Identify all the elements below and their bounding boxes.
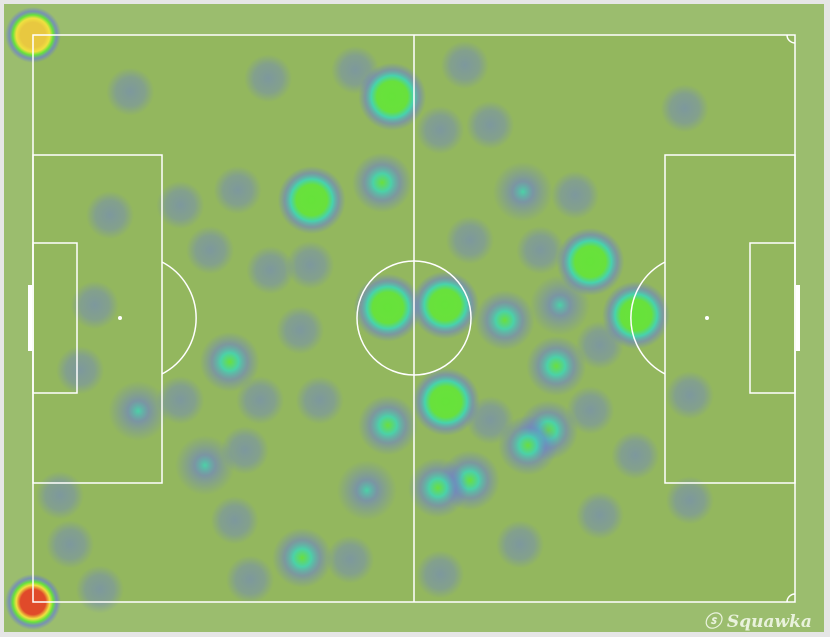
heat-point (244, 54, 293, 103)
left-goal (28, 285, 32, 351)
right-penalty-spot (705, 316, 709, 320)
heat-point (295, 376, 344, 425)
heat-point (660, 84, 709, 133)
heat-point (407, 457, 468, 518)
heat-point (474, 290, 535, 351)
heat-point (602, 281, 671, 350)
heat-point (56, 346, 105, 395)
heat-point (358, 62, 427, 131)
heat-point (85, 191, 134, 240)
heat-point (236, 376, 285, 425)
right-goal (796, 285, 800, 351)
heat-point (566, 386, 615, 435)
heat-point (665, 371, 714, 420)
heat-point (75, 565, 124, 614)
right-penalty-arc (630, 261, 666, 375)
heat-point (357, 395, 418, 456)
pitch-lines (32, 34, 796, 603)
heat-point (497, 415, 558, 476)
logo-text: Squawka (726, 612, 812, 632)
heat-point (416, 106, 465, 155)
pitch-heatmap (4, 4, 824, 632)
heat-point (225, 555, 274, 604)
heat-point (556, 227, 625, 296)
center-circle (356, 260, 472, 376)
heat-point (106, 67, 155, 116)
heat-point (246, 246, 295, 295)
heat-point (199, 331, 260, 392)
heat-point (611, 431, 660, 480)
heat-point (516, 226, 565, 275)
heat-point (108, 381, 169, 442)
heat-point (326, 535, 375, 584)
heat-point (213, 166, 262, 215)
heat-point (575, 491, 624, 540)
heat-point (665, 476, 714, 525)
heat-point (70, 281, 119, 330)
heat-point (526, 336, 587, 397)
heat-point (445, 216, 494, 265)
corner-arc (786, 593, 796, 603)
heat-point (416, 550, 465, 599)
heat-point (156, 181, 205, 230)
heat-point (210, 496, 259, 545)
heat-point (492, 161, 553, 222)
heat-point (174, 435, 235, 496)
heat-point (272, 527, 333, 588)
heat-point (35, 471, 84, 520)
heat-layer (5, 7, 714, 630)
logo-icon: ⓢ (704, 612, 721, 632)
squawka-logo: ⓢ Squawka (704, 607, 812, 632)
heat-point (336, 460, 397, 521)
heat-point (352, 152, 413, 213)
heat-point (353, 273, 422, 342)
heat-point (276, 306, 325, 355)
corner-arc (786, 34, 796, 44)
left-penalty-arc (161, 261, 197, 375)
heat-point (411, 367, 480, 436)
heat-point (186, 226, 235, 275)
heat-point (277, 166, 346, 235)
right-six-yard-box (749, 242, 796, 394)
heat-point (466, 101, 515, 150)
heat-point (551, 171, 600, 220)
left-penalty-spot (118, 316, 122, 320)
heat-point (156, 376, 205, 425)
heat-point (495, 520, 544, 569)
heat-point (46, 520, 95, 569)
heat-point (286, 241, 335, 290)
left-six-yard-box (32, 242, 78, 394)
heat-point (440, 41, 489, 90)
heatmap-panel: ⓢ Squawka (4, 4, 824, 632)
